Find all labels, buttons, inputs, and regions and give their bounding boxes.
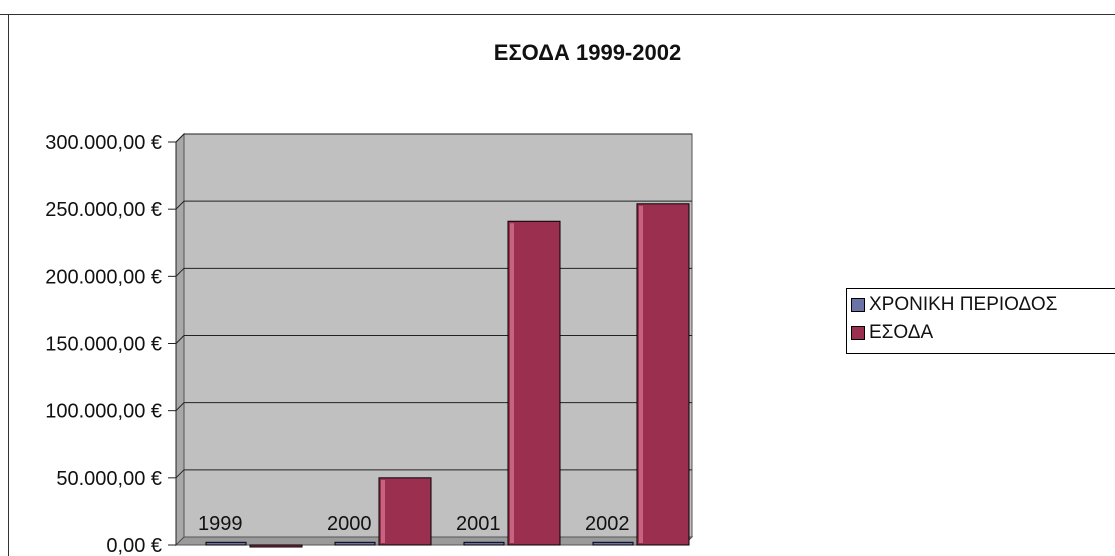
legend-item-income: ΕΣΟΔΑ [851,319,1115,347]
y-tick-label: 200.000,00 € [45,266,162,288]
y-tick-label: 50.000,00 € [56,468,162,490]
frame-left-border [8,14,9,556]
y-tick-label: 100.000,00 € [45,401,162,423]
frame-top-border [0,14,1115,15]
y-tick-label: 300.000,00 € [45,132,162,154]
bar-period [592,541,634,546]
bar-income [636,203,690,546]
bar-income-highlight [381,479,385,543]
category-label: 2000 [327,513,372,535]
chart-legend: ΧΡΟΝΙΚΗ ΠΕΡΙΟΔΟΣ ΕΣΟΔΑ [846,288,1115,354]
legend-swatch-income [851,326,865,340]
gridline [175,133,692,143]
bar-income [249,544,303,548]
bar-income [507,220,561,546]
legend-label-income: ΕΣΟΔΑ [869,322,934,343]
y-tick-label: 250.000,00 € [45,199,162,221]
bar-period [463,541,505,546]
category-label: 2002 [585,513,630,535]
bar-income-highlight [639,205,643,543]
legend-swatch-period [851,298,865,312]
category-label: 2001 [456,513,501,535]
bar-income [378,477,432,546]
y-tick-label: 150.000,00 € [45,334,162,356]
category-label: 1999 [198,513,243,535]
legend-item-period: ΧΡΟΝΙΚΗ ΠΕΡΙΟΔΟΣ [851,291,1115,319]
gridline [175,200,692,210]
y-tick-label: 0,00 € [106,535,162,556]
bar-income-highlight [510,223,514,544]
bar-period [205,541,247,546]
legend-label-period: ΧΡΟΝΙΚΗ ΠΕΡΙΟΔΟΣ [869,294,1058,315]
chart-title: ΕΣΟΔΑ 1999-2002 [493,40,682,65]
bar-period [334,541,376,546]
